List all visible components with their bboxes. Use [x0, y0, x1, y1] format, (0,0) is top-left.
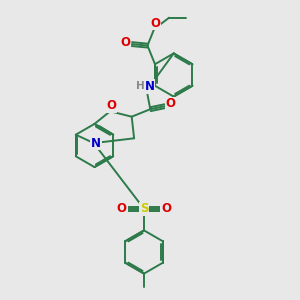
Text: S: S [140, 202, 148, 215]
Text: N: N [91, 136, 101, 150]
Text: H: H [136, 81, 145, 92]
Text: O: O [161, 202, 171, 215]
Text: O: O [166, 97, 176, 110]
Text: O: O [151, 16, 160, 30]
Text: N: N [145, 80, 155, 93]
Text: O: O [120, 36, 130, 49]
Text: O: O [106, 99, 117, 112]
Text: O: O [117, 202, 127, 215]
